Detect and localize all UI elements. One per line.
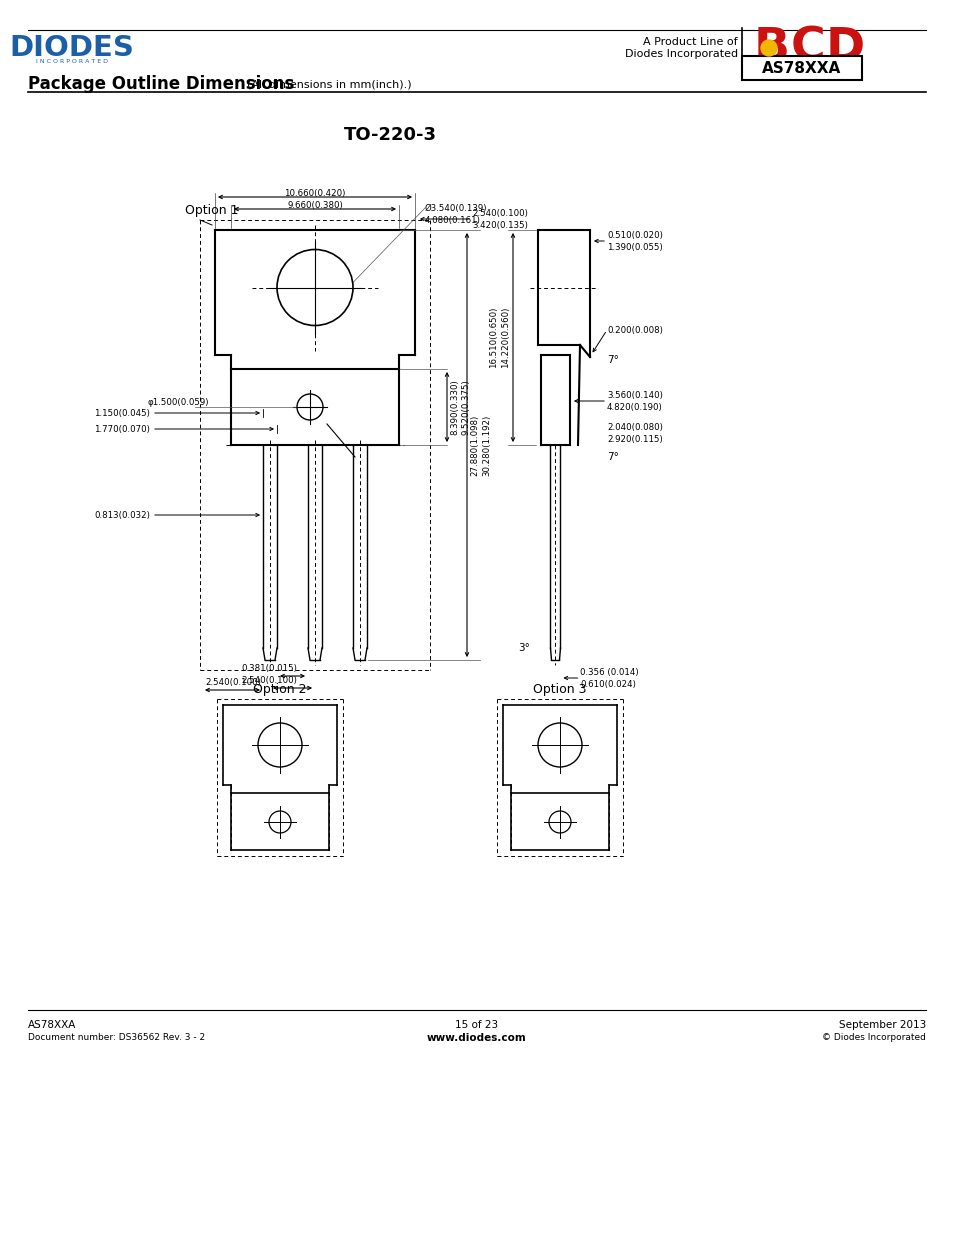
Text: φ1.500(0.059): φ1.500(0.059) (148, 398, 210, 406)
Text: 8.390(0.330): 8.390(0.330) (450, 379, 458, 435)
Text: 9.520(0.375): 9.520(0.375) (461, 379, 471, 435)
Text: 3.420(0.135): 3.420(0.135) (472, 221, 527, 230)
Text: 9.660(0.380): 9.660(0.380) (287, 200, 342, 210)
Text: AS78XXA: AS78XXA (761, 61, 841, 75)
Text: 2.540(0.100): 2.540(0.100) (205, 678, 261, 687)
Text: © Diodes Incorporated: © Diodes Incorporated (821, 1034, 925, 1042)
Text: 1.150(0.045): 1.150(0.045) (94, 409, 150, 417)
Text: Option 2: Option 2 (253, 683, 307, 695)
Text: B: B (753, 26, 789, 70)
Text: Package Outline Dimensions: Package Outline Dimensions (28, 75, 294, 93)
Text: 7°: 7° (606, 452, 618, 462)
Text: 7°: 7° (606, 354, 618, 366)
Text: D: D (824, 26, 863, 70)
Text: 0.356 (0.014): 0.356 (0.014) (579, 667, 639, 677)
Text: Document number: DS36562 Rev. 3 - 2: Document number: DS36562 Rev. 3 - 2 (28, 1034, 205, 1042)
Text: 0.510(0.020): 0.510(0.020) (606, 231, 662, 240)
Text: I N C O R P O R A T E D: I N C O R P O R A T E D (36, 58, 108, 63)
Text: 15 of 23: 15 of 23 (455, 1020, 498, 1030)
Text: Diodes Incorporated: Diodes Incorporated (624, 49, 738, 59)
Text: 1.770(0.070): 1.770(0.070) (94, 425, 150, 433)
Text: (All dimensions in mm(inch).): (All dimensions in mm(inch).) (247, 79, 411, 89)
Circle shape (760, 40, 776, 56)
Text: AS78XXA: AS78XXA (28, 1020, 76, 1030)
Text: 14.220(0.560): 14.220(0.560) (500, 306, 510, 368)
Text: 16.510(0.650): 16.510(0.650) (489, 306, 497, 368)
Text: Option 1: Option 1 (185, 204, 238, 216)
Text: 2.540(0.100): 2.540(0.100) (241, 676, 296, 684)
Text: 30.280(1.192): 30.280(1.192) (481, 415, 491, 475)
Text: 3.560(0.140): 3.560(0.140) (606, 390, 662, 399)
Text: 0.813(0.032): 0.813(0.032) (94, 510, 150, 520)
Text: 1.390(0.055): 1.390(0.055) (606, 242, 662, 252)
Text: 27.880(1.098): 27.880(1.098) (470, 415, 478, 475)
Text: 0.200(0.008): 0.200(0.008) (606, 326, 662, 335)
Bar (741, 56, 862, 80)
Text: www.diodes.com: www.diodes.com (427, 1032, 526, 1044)
Text: A Product Line of: A Product Line of (642, 37, 738, 47)
Text: 3°: 3° (517, 643, 529, 653)
Text: Ø3.540(0.139): Ø3.540(0.139) (424, 204, 487, 212)
Text: 0.610(0.024): 0.610(0.024) (579, 679, 636, 688)
Text: DIODES: DIODES (10, 35, 134, 62)
Text: September 2013: September 2013 (838, 1020, 925, 1030)
Text: 2.040(0.080): 2.040(0.080) (606, 422, 662, 431)
Text: TO-220-3: TO-220-3 (343, 126, 436, 144)
Text: 2.920(0.115): 2.920(0.115) (606, 435, 662, 443)
Text: 10.660(0.420): 10.660(0.420) (284, 189, 345, 198)
Text: 4.080(0.161): 4.080(0.161) (424, 215, 480, 225)
Text: Option 3: Option 3 (533, 683, 586, 695)
Text: 0.381(0.015): 0.381(0.015) (241, 663, 296, 673)
Text: C: C (790, 26, 824, 70)
Text: 2.540(0.100): 2.540(0.100) (472, 209, 527, 217)
Text: 4.820(0.190): 4.820(0.190) (606, 403, 662, 411)
